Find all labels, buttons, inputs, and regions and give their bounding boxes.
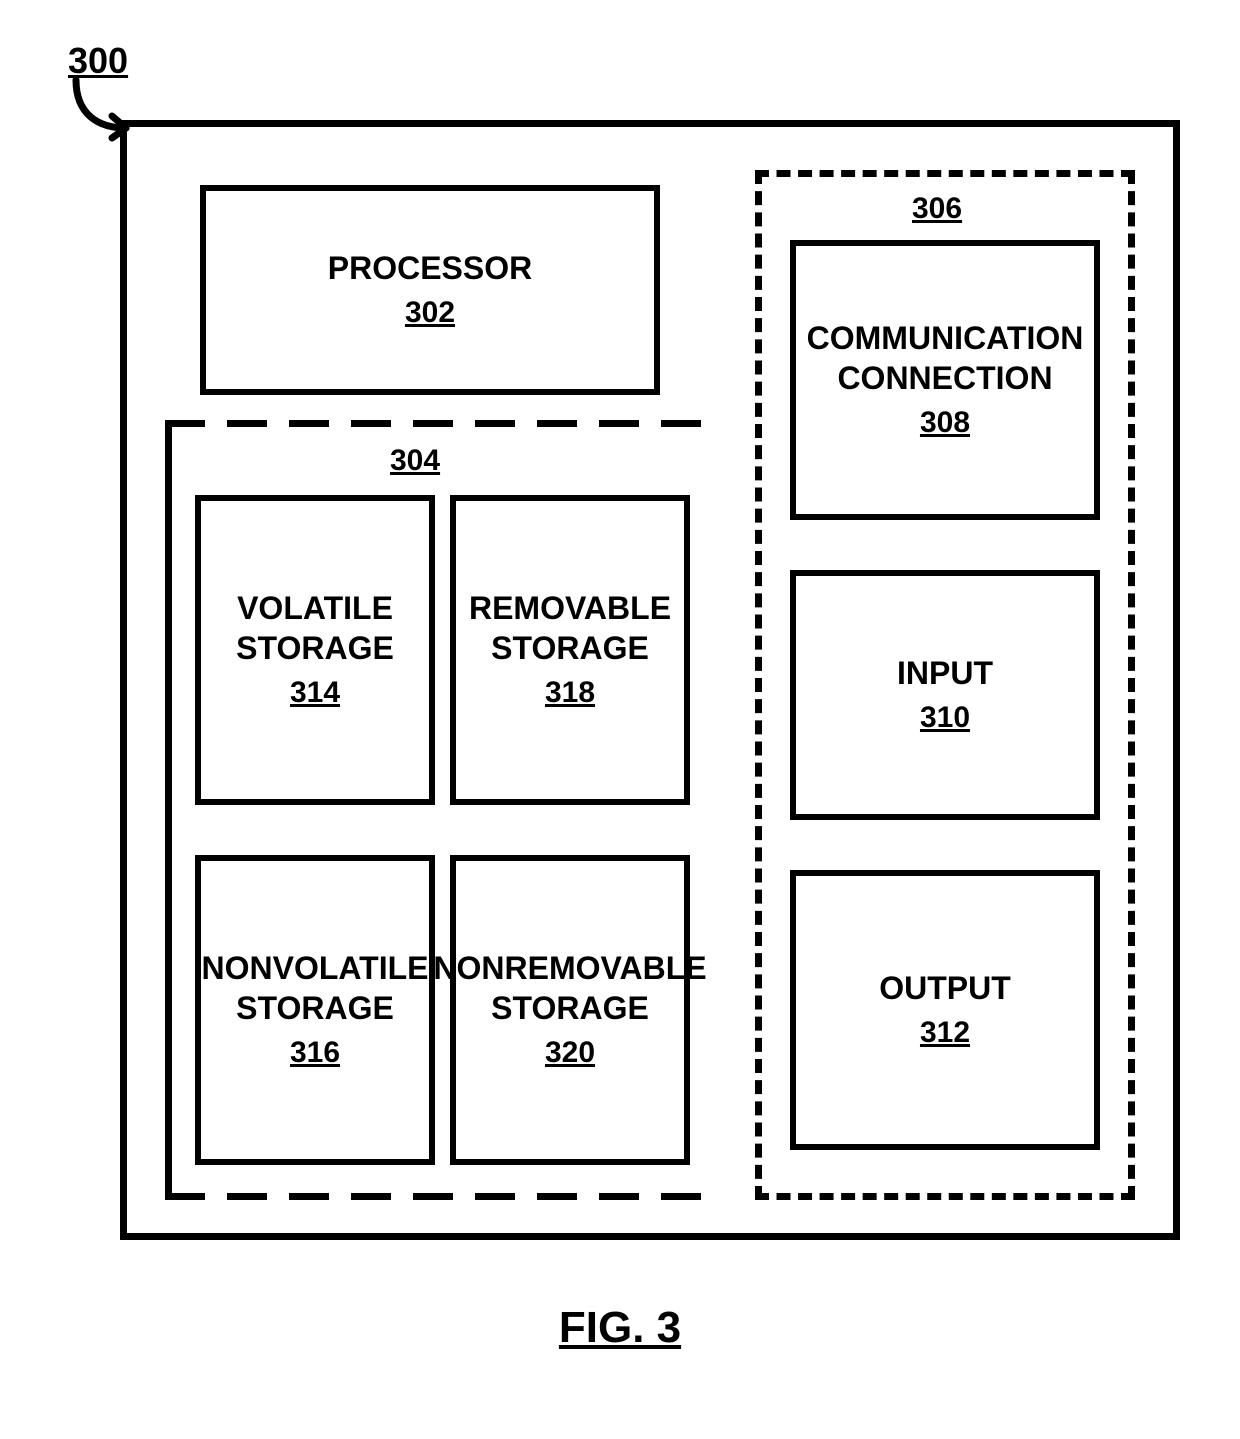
figure-caption-text: FIG. 3 [559,1303,681,1352]
nonremovable-storage-label: NONREMOVABLE STORAGE [433,948,706,1028]
volatile-storage-label: VOLATILE STORAGE [211,588,419,668]
nonremovable-storage-block: NONREMOVABLE STORAGE 320 [450,855,690,1165]
processor-ref: 302 [405,294,455,332]
input-ref: 310 [920,699,970,737]
communication-connection-ref: 308 [920,404,970,442]
communication-connection-block: COMMUNICATION CONNECTION 308 [790,240,1100,520]
nonvolatile-storage-label: NONVOLATILE STORAGE [202,948,429,1028]
removable-storage-block: REMOVABLE STORAGE 318 [450,495,690,805]
volatile-storage-ref: 314 [290,674,340,712]
io-group-ref: 306 [912,192,962,226]
input-block: INPUT 310 [790,570,1100,820]
storage-group-ref: 304 [390,444,440,478]
output-label: OUTPUT [879,968,1011,1008]
processor-block: PROCESSOR 302 [200,185,660,395]
nonvolatile-storage-ref: 316 [290,1034,340,1072]
removable-storage-label: REMOVABLE STORAGE [466,588,674,668]
nonvolatile-storage-block: NONVOLATILE STORAGE 316 [195,855,435,1165]
processor-label: PROCESSOR [328,248,532,288]
nonremovable-storage-ref: 320 [545,1034,595,1072]
removable-storage-ref: 318 [545,674,595,712]
volatile-storage-block: VOLATILE STORAGE 314 [195,495,435,805]
output-ref: 312 [920,1014,970,1052]
communication-connection-label: COMMUNICATION CONNECTION [806,318,1084,398]
figure-ref-300: 300 [68,38,128,83]
figure-caption: FIG. 3 [0,1300,1240,1355]
input-label: INPUT [897,653,993,693]
output-block: OUTPUT 312 [790,870,1100,1150]
